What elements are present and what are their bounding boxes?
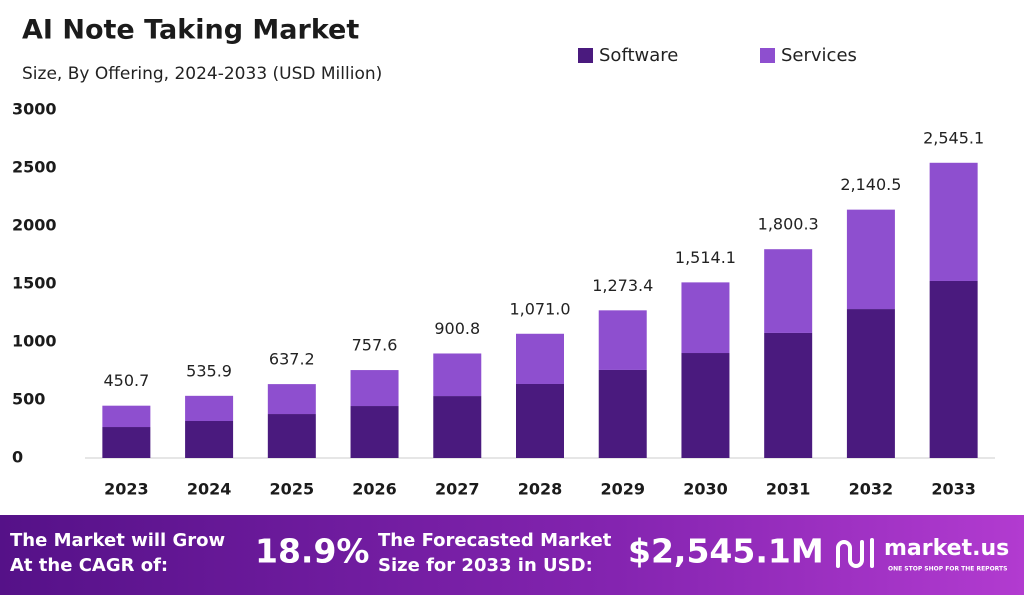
x-tick-label: 2028 xyxy=(518,480,563,499)
bar-segment xyxy=(929,162,978,281)
total-label: 2,140.5 xyxy=(840,175,901,194)
y-tick-label: 1000 xyxy=(12,332,57,351)
x-tick-label: 2031 xyxy=(766,480,811,499)
bar-segment xyxy=(185,420,234,458)
total-label: 757.6 xyxy=(352,336,398,355)
bar-segment xyxy=(433,396,482,458)
bar-segment xyxy=(185,395,234,421)
y-tick-label: 2500 xyxy=(12,158,57,177)
bar-segment xyxy=(102,405,151,428)
total-label: 637.2 xyxy=(269,350,315,369)
bar-segment xyxy=(598,310,647,370)
total-label: 1,800.3 xyxy=(758,215,819,234)
cagr-text: At the CAGR of: xyxy=(10,555,168,576)
total-label: 900.8 xyxy=(434,319,480,338)
bar-segment xyxy=(846,309,895,458)
y-tick-label: 0 xyxy=(12,448,23,467)
y-tick-label: 3000 xyxy=(12,100,57,119)
x-tick-label: 2032 xyxy=(849,480,894,499)
footer-banner xyxy=(0,515,1024,595)
cagr-value: 18.9% xyxy=(255,532,370,571)
y-tick-label: 2000 xyxy=(12,216,57,235)
legend-label: Software xyxy=(599,45,678,66)
x-tick-label: 2029 xyxy=(600,480,645,499)
brand-tagline: ONE STOP SHOP FOR THE REPORTS xyxy=(888,566,1007,573)
brand-logo xyxy=(836,538,874,568)
total-label: 1,514.1 xyxy=(675,248,736,267)
bar-segment xyxy=(267,384,316,415)
x-tick-label: 2030 xyxy=(683,480,728,499)
plot: 0 500 1000 1500 2000 2500 3000 Software Services… xyxy=(12,45,995,499)
chart-title: AI Note Taking Market xyxy=(22,15,359,46)
bar-segment xyxy=(598,369,647,458)
bar-segment xyxy=(764,332,813,458)
chart-subtitle: Size, By Offering, 2024-2033 (USD Millio… xyxy=(22,64,382,84)
total-label: 1,273.4 xyxy=(592,276,653,295)
x-tick-label: 2026 xyxy=(352,480,397,499)
bar-segment xyxy=(350,370,399,407)
bar-segment xyxy=(433,353,482,397)
legend-label: Services xyxy=(781,45,857,66)
y-tick-label: 1500 xyxy=(12,274,57,293)
bar-segment xyxy=(681,282,730,354)
x-tick-label: 2023 xyxy=(104,480,149,499)
x-tick-label: 2027 xyxy=(435,480,480,499)
bar-segment xyxy=(350,406,399,458)
total-label: 2,545.1 xyxy=(923,128,984,147)
forecast-text: Size for 2033 in USD: xyxy=(378,555,593,576)
bar-segment xyxy=(929,280,978,458)
x-tick-label: 2025 xyxy=(270,480,315,499)
legend-swatch xyxy=(578,48,593,63)
bar-segment xyxy=(846,209,895,310)
total-label: 535.9 xyxy=(186,361,232,380)
total-label: 1,071.0 xyxy=(509,299,570,318)
bar-segment xyxy=(764,249,813,333)
forecast-value: $2,545.1M xyxy=(628,532,824,571)
bar-segment xyxy=(516,333,564,384)
bar-segment xyxy=(102,427,151,458)
total-label: 450.7 xyxy=(103,371,149,390)
x-tick-label: 2033 xyxy=(931,480,976,499)
bar-segment xyxy=(681,353,730,458)
x-tick-label: 2024 xyxy=(187,480,232,499)
brand-name: market.us xyxy=(884,536,1009,561)
legend-swatch xyxy=(760,48,775,63)
cagr-text: The Market will Grow xyxy=(10,530,225,551)
bar-segment xyxy=(516,383,564,458)
y-tick-label: 500 xyxy=(12,390,45,409)
forecast-text: The Forecasted Market xyxy=(378,530,612,551)
bar-segment xyxy=(267,414,316,458)
